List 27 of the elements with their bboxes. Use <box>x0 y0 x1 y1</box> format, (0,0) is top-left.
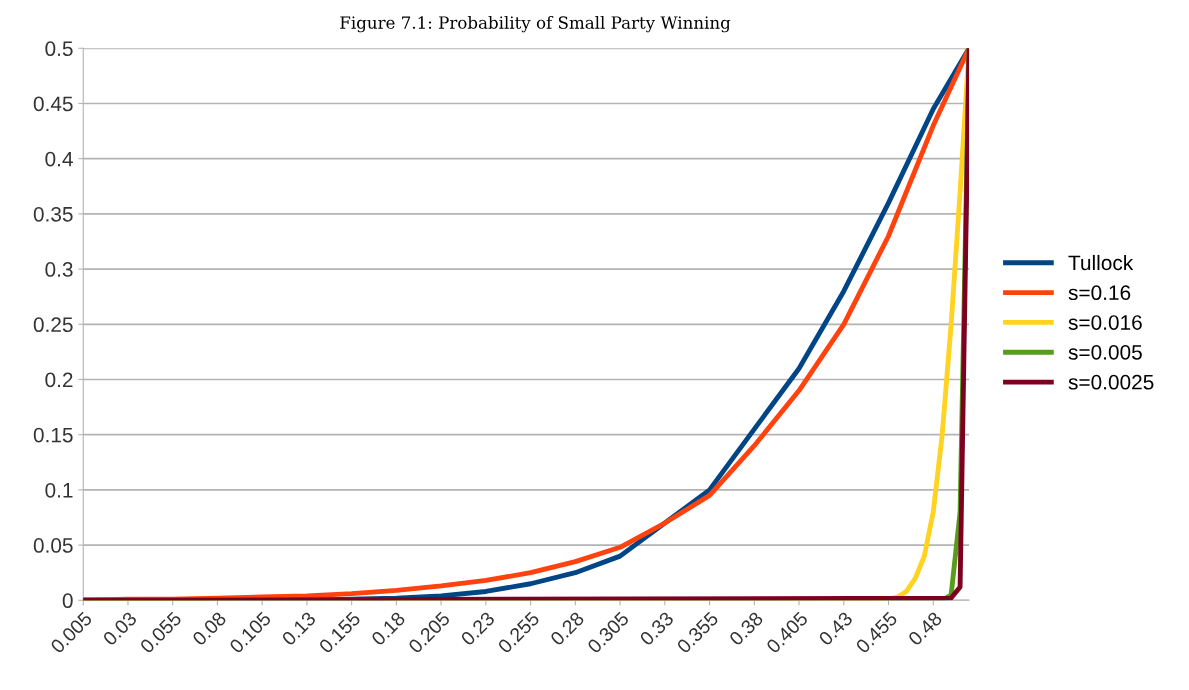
x-tick-label: 0.28 <box>549 610 585 647</box>
legend-label: s=0.16 <box>1068 285 1131 301</box>
x-tick-label: 0.48 <box>907 610 943 647</box>
y-tick-label: 0.1 <box>45 482 73 498</box>
x-tick-label: 0.38 <box>728 610 764 647</box>
legend-label: s=0.005 <box>1068 344 1142 360</box>
x-tick-label: 0.18 <box>370 610 406 647</box>
y-tick-label: 0.45 <box>33 96 73 112</box>
legend-label: s=0.0025 <box>1068 374 1154 390</box>
x-tick-label: 0.33 <box>638 610 675 647</box>
y-tick-label: 0.35 <box>33 206 73 222</box>
legend-label: s=0.016 <box>1068 315 1142 330</box>
legend-label: Tullock <box>1068 254 1134 271</box>
y-tick-label: 0.4 <box>45 151 73 167</box>
y-tick-label: 0.15 <box>33 427 73 443</box>
x-tick-label: 0.13 <box>281 610 317 647</box>
y-tick-label: 0.3 <box>45 262 73 277</box>
x-tick-label: 0.43 <box>817 610 854 647</box>
x-tick-label: 0.08 <box>191 610 227 647</box>
y-tick-label: 0.05 <box>33 538 73 553</box>
y-tick-label: 0.5 <box>45 41 73 57</box>
x-tick-label: 0.03 <box>102 610 138 647</box>
y-tick-label: 0.25 <box>33 317 73 333</box>
y-tick-label: 0 <box>62 593 73 609</box>
chart-title: Figure 7.1: Probability of Small Party Winning <box>340 15 731 33</box>
y-tick-label: 0.2 <box>45 372 73 388</box>
x-tick-label: 0.23 <box>460 610 496 647</box>
